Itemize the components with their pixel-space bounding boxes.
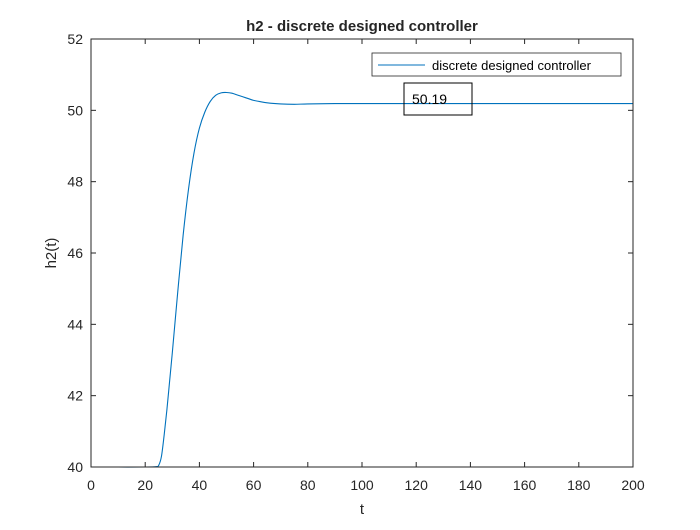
x-tick-label: 40 [192,477,208,493]
x-tick-label: 80 [300,477,316,493]
y-tick-label: 46 [67,245,83,261]
x-tick-label: 120 [405,477,429,493]
x-tick-label: 60 [246,477,262,493]
legend-label: discrete designed controller [432,58,592,73]
y-tick-label: 40 [67,459,83,475]
legend: discrete designed controller [371,52,622,77]
x-tick-label: 200 [621,477,645,493]
y-tick-label: 42 [67,388,83,404]
y-axis-ticks: 40 42 44 46 48 50 52 [67,31,633,475]
legend-box [371,52,622,77]
y-tick-label: 48 [67,174,83,190]
annotation-text: 50.19 [412,91,447,107]
series-line-discrete-designed-controller [90,91,633,468]
y-tick-label: 44 [67,316,83,332]
x-tick-label: 20 [137,477,153,493]
plot-frame [90,38,634,468]
x-tick-label: 180 [567,477,591,493]
x-axis-ticks: 0 20 40 60 80 100 120 140 160 180 200 [87,39,645,493]
x-tick-label: 0 [87,477,95,493]
x-tick-label: 160 [513,477,537,493]
x-tick-label: 100 [350,477,374,493]
chart-title: h2 - discrete designed controller [246,18,478,35]
y-axis-label: h2(t) [43,238,60,269]
annotation-box [403,82,473,116]
y-tick-label: 52 [67,31,83,47]
y-tick-label: 50 [67,102,83,118]
x-tick-label: 140 [459,477,483,493]
data-annotation: 50.19 [403,82,473,116]
x-axis-label: t [360,501,365,518]
